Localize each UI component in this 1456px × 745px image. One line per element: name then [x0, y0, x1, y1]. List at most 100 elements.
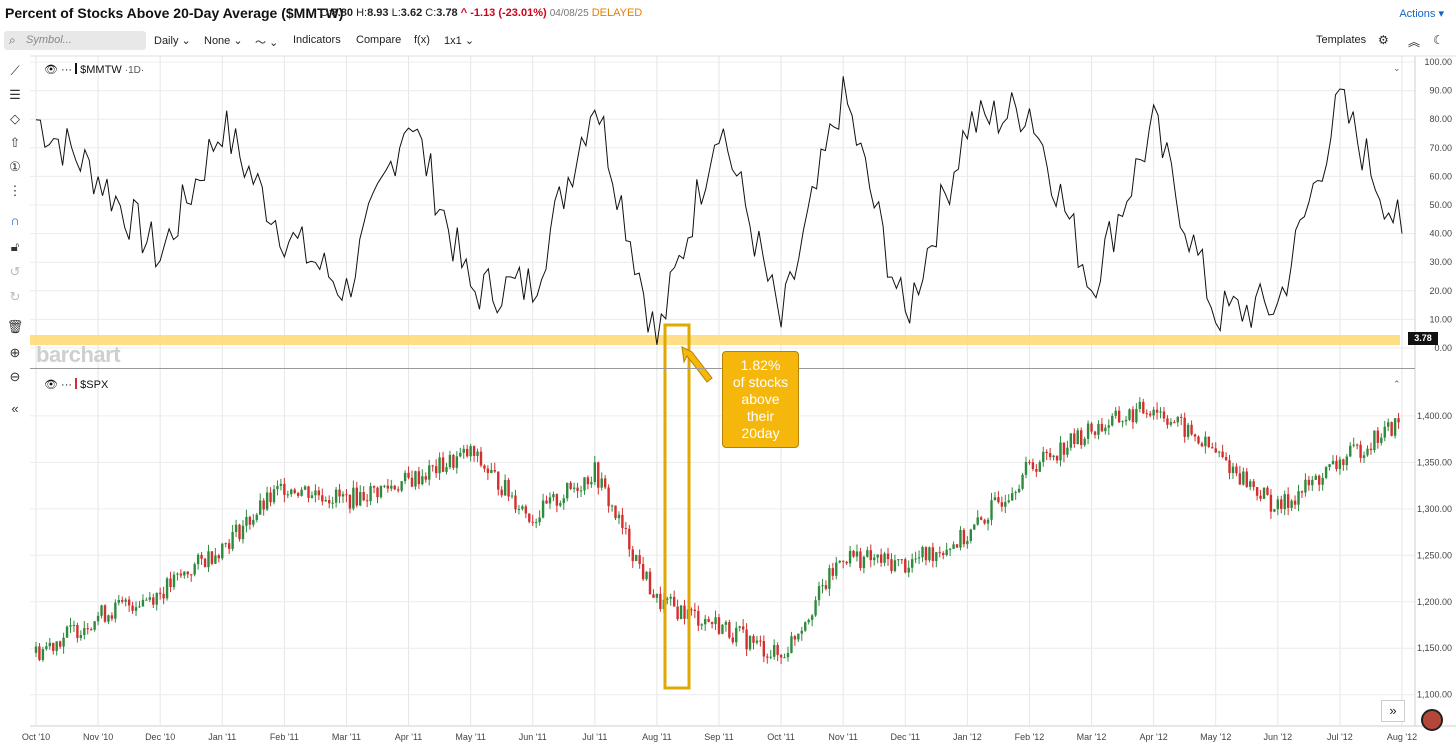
candle-body	[1148, 413, 1152, 416]
eye-icon[interactable]: 👁︎	[44, 379, 58, 391]
candle-body	[1293, 500, 1297, 505]
candle-body	[879, 554, 883, 563]
candle-body	[1393, 418, 1397, 436]
candle-body	[986, 519, 990, 524]
dark-mode-moon-icon[interactable]: ☾	[1433, 33, 1444, 47]
collapse-left-icon[interactable]: «	[11, 401, 19, 416]
candle-body	[183, 571, 186, 576]
candle-body	[610, 505, 614, 507]
undo-icon[interactable]: ↺	[9, 264, 21, 279]
candle-body	[1369, 448, 1373, 451]
line-chart-icon: 〜	[255, 37, 266, 49]
candle-body	[107, 615, 110, 622]
period-label: Daily	[154, 35, 179, 47]
pane-collapse-chevron-icon[interactable]: ⌃	[1393, 379, 1401, 389]
scroll-right-button[interactable]: »	[1381, 700, 1405, 722]
list-tool-icon[interactable]: ☰	[9, 87, 21, 102]
lock-icon[interactable]: 🔓︎	[10, 239, 20, 254]
candle-body	[1190, 424, 1193, 435]
candle-body	[410, 477, 414, 487]
candle-body	[797, 633, 800, 640]
candle-body	[45, 646, 48, 650]
candle-body	[928, 547, 931, 561]
actions-menu[interactable]: Actions ▾	[1399, 7, 1444, 20]
candle-body	[800, 630, 803, 634]
indicators-button[interactable]: Indicators	[293, 34, 341, 46]
candle-body	[62, 637, 65, 647]
period-dropdown[interactable]: Daily ⌄	[154, 34, 191, 47]
more-icon[interactable]: ···	[61, 64, 73, 76]
candle-body	[1255, 487, 1259, 496]
candle-body	[124, 599, 127, 602]
templates-button[interactable]: Templates	[1316, 34, 1367, 46]
redo-icon[interactable]: ↻	[9, 289, 21, 304]
candle-body	[638, 555, 641, 565]
candle-body	[1093, 431, 1097, 435]
candle-body	[221, 543, 224, 559]
candle-body	[1076, 430, 1079, 445]
candle-body	[434, 466, 438, 474]
candle-body	[769, 656, 772, 658]
candle-body	[948, 548, 952, 550]
candle-body	[790, 636, 793, 653]
candle-body	[1000, 502, 1004, 507]
eye-icon[interactable]: 👁︎	[44, 64, 58, 76]
avatar[interactable]	[1421, 709, 1443, 731]
highlight-box	[663, 323, 691, 690]
candle-body	[752, 636, 755, 643]
candle-body	[900, 559, 904, 561]
candle-body	[131, 605, 134, 611]
overlay-dropdown[interactable]: None ⌄	[204, 34, 243, 47]
candle-body	[214, 555, 217, 564]
candle-body	[1145, 413, 1148, 415]
shape-tool-icon[interactable]: ◇	[10, 111, 20, 126]
layout-dropdown[interactable]: 1x1 ⌄	[444, 34, 474, 47]
candle-body	[1311, 479, 1314, 486]
symbol-search[interactable]: ⌕ Symbol...	[4, 31, 146, 50]
magnet-icon[interactable]: ∩	[10, 213, 20, 228]
compare-button[interactable]: Compare	[356, 34, 402, 46]
candle-body	[152, 597, 155, 605]
candle-body	[1200, 443, 1204, 447]
y-tick-label: 1,350.00	[1417, 457, 1452, 467]
zoom-in-icon[interactable]: ⊕	[9, 345, 21, 360]
candle-body	[917, 557, 921, 559]
trendline-tool-icon[interactable]: ⟋	[10, 63, 20, 78]
candle-body	[269, 492, 272, 503]
spx-series	[34, 397, 1400, 665]
candle-body	[455, 456, 459, 468]
candle-body	[83, 628, 86, 635]
settings-gear-icon[interactable]: ⚙	[1378, 33, 1389, 47]
pane-collapse-chevron-icon[interactable]: ⌄	[1393, 63, 1401, 73]
fx-button[interactable]: f(x)	[414, 34, 430, 46]
candle-body	[1183, 417, 1186, 437]
candle-body	[993, 497, 997, 501]
candle-body	[503, 479, 507, 496]
candle-body	[607, 487, 610, 507]
candle-body	[276, 485, 279, 490]
trash-icon[interactable]: 🗑︎	[6, 319, 24, 334]
collapse-up-icon[interactable]: ︽	[1408, 35, 1421, 49]
fib-tool-icon[interactable]: ⋮	[8, 183, 22, 198]
x-tick-label: Jan '11	[208, 732, 236, 742]
zoom-out-icon[interactable]: ⊖	[9, 369, 21, 384]
bottom-symbol: $SPX	[80, 379, 109, 391]
close-label: C:	[425, 7, 437, 19]
candle-body	[859, 551, 862, 569]
more-icon[interactable]: ···	[61, 379, 73, 391]
chart-type-dropdown[interactable]: 〜 ⌄	[255, 34, 278, 50]
arrow-tool-icon[interactable]: ⇧	[9, 135, 21, 150]
candle-body	[552, 494, 555, 498]
candle-body	[1221, 451, 1224, 457]
candle-body	[1083, 438, 1086, 446]
candle-body	[1252, 481, 1255, 488]
annotation-callout[interactable]: 1.82% of stocks above their 20day	[722, 351, 799, 448]
candle-body	[372, 486, 376, 488]
candle-body	[883, 553, 886, 563]
candle-body	[1231, 466, 1235, 473]
candle-body	[521, 506, 524, 509]
candle-body	[1197, 436, 1200, 444]
candle-body	[1162, 411, 1166, 419]
number-tool-icon[interactable]: ①	[9, 159, 21, 174]
